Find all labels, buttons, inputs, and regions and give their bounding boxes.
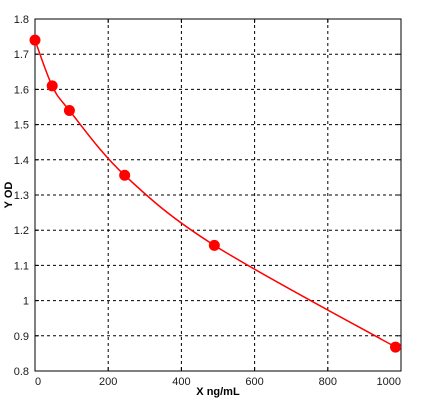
x-tick-label: 800 xyxy=(319,376,337,388)
y-tick-label: 1.7 xyxy=(14,49,29,61)
y-axis-ticks: 0.8 0.9 1 1.1 1.2 1.3 1.4 1.5 1.6 1.7 1.8 xyxy=(14,14,401,378)
data-point xyxy=(46,80,58,92)
x-tick-label: 200 xyxy=(99,376,117,388)
y-tick-label: 1.4 xyxy=(14,155,29,167)
x-tick-label: 400 xyxy=(172,376,190,388)
data-points xyxy=(29,34,402,353)
y-tick-label: 1.6 xyxy=(14,84,29,96)
y-tick-label: 1.1 xyxy=(14,260,29,272)
x-tick-label: 600 xyxy=(245,376,263,388)
y-axis-label: Y OD xyxy=(3,182,15,209)
y-tick-label: 1.3 xyxy=(14,190,29,202)
y-tick-label: 1.2 xyxy=(14,225,29,237)
data-point xyxy=(208,239,220,251)
x-tick-label: 0 xyxy=(35,376,41,388)
y-tick-label: 1.8 xyxy=(14,14,29,26)
data-point xyxy=(29,34,41,46)
x-tick-label: 1000 xyxy=(377,376,401,388)
grid-lines xyxy=(35,19,401,371)
data-point xyxy=(63,105,75,117)
x-axis-ticks: 0 200 400 600 800 1000 xyxy=(34,19,402,388)
data-point xyxy=(119,169,131,181)
y-tick-label: 0.8 xyxy=(14,366,29,378)
y-tick-label: 1 xyxy=(23,296,29,308)
y-tick-label: 1.5 xyxy=(14,120,29,132)
y-tick-label: 0.9 xyxy=(14,331,29,343)
data-point xyxy=(390,341,402,353)
x-axis-label: X ng/mL xyxy=(196,386,240,398)
